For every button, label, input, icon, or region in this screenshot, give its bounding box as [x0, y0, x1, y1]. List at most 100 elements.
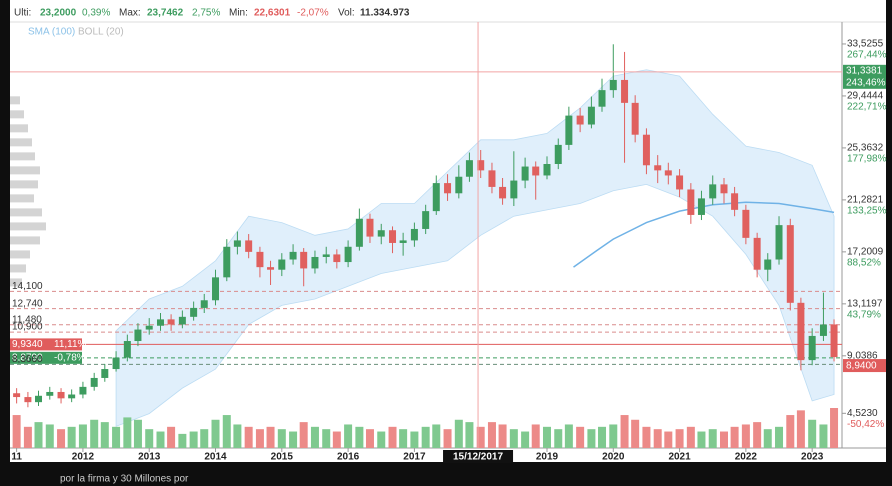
candle-body [245, 240, 253, 252]
volume-bar [576, 426, 585, 448]
y-tick-pct: 177,98% [847, 154, 887, 165]
y-tick-label: 13,1197 [847, 298, 883, 309]
volume-bar [564, 424, 573, 448]
volume-bar [112, 426, 121, 448]
volume-bar [487, 422, 496, 448]
volume-bar [178, 433, 187, 448]
volume-bar [156, 431, 165, 448]
volume-profile-bar [10, 124, 28, 133]
volume-profile-bar [10, 110, 24, 119]
volume-bar [12, 415, 21, 448]
candle-body [190, 307, 198, 317]
x-tick-label: 2022 [735, 452, 758, 463]
volume-bar [465, 422, 474, 448]
crosshair-x-label: 15/12/2017 [453, 452, 503, 463]
candle-body [200, 300, 208, 308]
volume-bar [587, 429, 596, 448]
level-label-bg [10, 338, 82, 351]
volume-bar [675, 429, 684, 448]
level-label: 12,740 [12, 298, 43, 309]
volume-bar [708, 429, 717, 448]
legend-entry: BOLL (20) [78, 27, 124, 38]
candle-body [123, 341, 131, 358]
sma-line [573, 201, 835, 268]
overlay: Ulti: 23,2000 0,39% Max: 23,7462 2,75% M… [10, 8, 887, 485]
footer-text: por la firma y 30 Millones por [60, 474, 189, 485]
candle-body [786, 225, 794, 303]
volume-profile-bar [10, 166, 40, 175]
candle-body [344, 246, 352, 263]
volume-bar [90, 419, 99, 448]
level-pct: 11,11% [54, 339, 87, 350]
candle-body [477, 160, 485, 171]
candle-body [267, 267, 275, 270]
candle-body [35, 395, 43, 403]
candle-body [233, 240, 241, 247]
volume-bar [57, 429, 66, 448]
volume-bar [332, 431, 341, 448]
volume-bar [211, 419, 220, 448]
x-tick-label: 11 [11, 452, 22, 463]
volume-bar [730, 426, 739, 448]
y-tick-pct: 43,79% [847, 309, 881, 320]
candle-body [830, 324, 838, 358]
volume-profile-bar [10, 264, 26, 273]
x-tick-label: 2021 [668, 452, 691, 463]
volume-bar [167, 426, 176, 448]
candle-body [709, 184, 717, 199]
volume-bar [598, 426, 607, 448]
candle-body [764, 259, 772, 270]
volume-bar [222, 415, 231, 448]
volume-profile-bar [10, 180, 38, 189]
y-tick-label: 25,3632 [847, 143, 884, 154]
candle-body [543, 164, 551, 176]
candle-body [79, 386, 87, 395]
volume-bar [763, 429, 772, 448]
y-tick-pct: 88,52% [847, 258, 881, 269]
volume-bar [741, 424, 750, 448]
candle-body [587, 106, 595, 125]
candle-body [797, 302, 805, 361]
x-tick-label: 2013 [138, 452, 161, 463]
header-label: Ulti: [14, 8, 31, 19]
candle-body [631, 102, 639, 135]
candle-body [134, 329, 142, 342]
candle-body [389, 230, 397, 243]
candle-body [609, 79, 617, 91]
volume-bar [554, 429, 563, 448]
volume-bar [266, 426, 275, 448]
candle-body [101, 369, 109, 378]
volume-bar [123, 417, 132, 448]
volume-bar [78, 424, 87, 448]
volume-bar [255, 429, 264, 448]
candle-body [57, 391, 65, 399]
candle-body [687, 189, 695, 215]
y-tick-label: 21,2821 [847, 195, 884, 206]
level-label: 10,900 [12, 322, 43, 333]
candle-body [432, 183, 440, 212]
y-tick-label: 17,2009 [847, 247, 884, 258]
volume-bar [830, 408, 839, 448]
y-tick-pct: 222,71% [847, 102, 887, 113]
candle-body [300, 251, 308, 269]
volume-bar [189, 431, 198, 448]
x-tick-label: 2020 [602, 452, 625, 463]
candle-body [178, 316, 186, 325]
candle-body [598, 90, 606, 107]
volume-bar [410, 431, 419, 448]
volume-bar [432, 424, 441, 448]
candle-body [621, 79, 629, 103]
volume-profile-bar [10, 194, 34, 203]
candle-body [576, 115, 584, 125]
header-value: 23,2000 [40, 8, 77, 19]
volume-bar [322, 429, 331, 448]
y-tick-label: 33,5255 [847, 39, 884, 50]
volume-bar [443, 429, 452, 448]
y-tick-pct: -50,42% [847, 419, 884, 430]
volume-bar [521, 431, 530, 448]
candle-body [212, 277, 220, 301]
crosshair-y-label: 31,3381 [846, 65, 883, 76]
candle-body [333, 254, 341, 263]
candle-body [377, 230, 385, 237]
